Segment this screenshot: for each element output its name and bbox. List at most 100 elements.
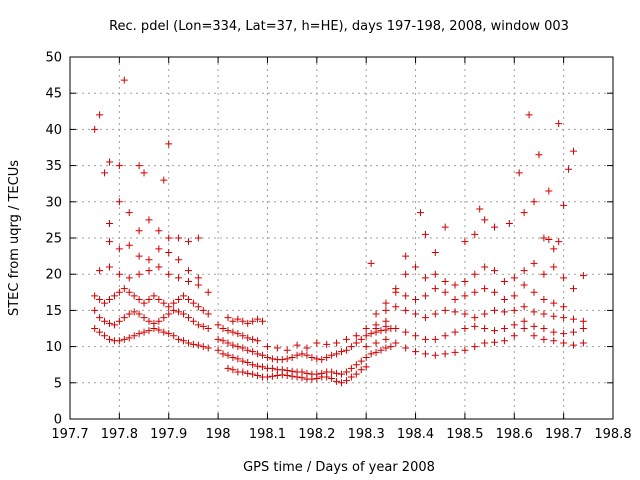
data-point <box>145 256 153 264</box>
x-tick-label: 198.4 <box>397 427 434 442</box>
data-point <box>500 337 508 345</box>
data-point <box>283 355 291 363</box>
data-point <box>362 353 370 361</box>
data-point <box>570 147 578 155</box>
data-point <box>189 317 197 325</box>
data-point <box>342 377 350 385</box>
data-point <box>184 296 192 304</box>
data-point <box>105 335 113 343</box>
data-point <box>357 357 365 365</box>
data-point <box>308 353 316 361</box>
data-point <box>214 346 222 354</box>
data-point <box>471 343 479 351</box>
data-point <box>170 332 178 340</box>
data-point <box>165 310 173 318</box>
data-point <box>500 296 508 304</box>
data-point <box>545 187 553 195</box>
data-point <box>115 162 123 170</box>
data-point <box>510 332 518 340</box>
data-point <box>550 312 558 320</box>
data-point <box>505 220 513 228</box>
data-point <box>328 368 336 376</box>
data-point <box>135 162 143 170</box>
data-point <box>560 330 568 338</box>
data-point <box>579 272 587 280</box>
data-point <box>555 238 563 246</box>
data-point <box>91 306 99 314</box>
data-point <box>254 350 262 358</box>
data-point <box>560 303 568 311</box>
data-point <box>481 325 489 332</box>
data-point <box>510 274 518 282</box>
data-point <box>239 332 247 340</box>
data-point <box>180 337 188 345</box>
data-point <box>461 277 469 285</box>
x-tick-label: 198.2 <box>298 427 335 442</box>
data-point <box>441 288 449 296</box>
data-point <box>560 201 568 209</box>
data-points <box>91 76 587 387</box>
data-point <box>441 277 449 285</box>
data-point <box>570 328 578 336</box>
data-point <box>392 325 400 332</box>
data-point <box>382 335 390 343</box>
data-point <box>155 245 163 253</box>
data-point <box>204 288 212 296</box>
data-point <box>145 267 153 275</box>
data-point <box>471 230 479 238</box>
data-point <box>461 310 469 318</box>
data-point <box>184 238 192 246</box>
data-point <box>165 303 173 311</box>
data-point <box>461 292 469 300</box>
data-point <box>491 327 499 335</box>
data-point <box>175 296 183 304</box>
data-point <box>283 346 291 354</box>
data-point <box>259 363 267 371</box>
data-point <box>347 343 355 351</box>
data-point <box>510 292 518 300</box>
data-point <box>125 334 133 342</box>
data-point <box>254 372 262 380</box>
x-axis-label: GPS time / Days of year 2008 <box>243 460 435 475</box>
x-tick-label: 198 <box>206 427 231 442</box>
data-point <box>570 341 578 349</box>
data-point <box>101 299 109 307</box>
y-axis-label: STEC from uqrg / TECUs <box>7 160 22 316</box>
data-point <box>471 288 479 296</box>
data-point <box>130 292 138 300</box>
data-point <box>175 308 183 316</box>
data-point <box>189 299 197 307</box>
data-point <box>303 369 311 377</box>
data-point <box>234 343 242 351</box>
data-point <box>402 344 410 352</box>
x-tick-label: 198.3 <box>348 427 385 442</box>
data-point <box>244 319 252 327</box>
data-point <box>259 317 267 325</box>
data-point <box>224 351 232 359</box>
data-point <box>268 355 276 363</box>
data-point <box>382 322 390 330</box>
data-point <box>362 325 370 332</box>
data-point <box>520 303 528 311</box>
data-point <box>342 368 350 376</box>
data-point <box>254 362 262 370</box>
data-point <box>338 348 345 356</box>
data-point <box>155 317 163 325</box>
data-point <box>278 366 286 374</box>
data-point <box>530 259 538 267</box>
data-point <box>229 366 237 374</box>
data-point <box>412 296 420 304</box>
data-point <box>189 340 197 348</box>
x-tick-label: 197.8 <box>101 427 138 442</box>
data-point <box>229 341 237 349</box>
data-point <box>239 368 247 376</box>
data-point <box>323 340 331 348</box>
data-point <box>421 292 429 300</box>
data-point <box>165 234 173 242</box>
data-point <box>342 346 350 354</box>
data-point <box>431 351 439 359</box>
data-point <box>530 322 538 330</box>
data-point <box>579 325 587 332</box>
data-point <box>476 205 484 213</box>
data-point <box>170 299 178 307</box>
